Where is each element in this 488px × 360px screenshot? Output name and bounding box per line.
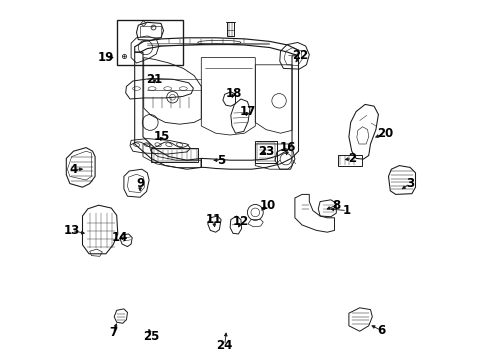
- Text: 24: 24: [216, 339, 232, 352]
- Text: 5: 5: [217, 154, 225, 167]
- Text: 19: 19: [98, 51, 114, 64]
- Text: 4: 4: [69, 163, 78, 176]
- Text: 12: 12: [232, 215, 248, 228]
- Text: 18: 18: [225, 87, 242, 100]
- Text: 8: 8: [331, 199, 340, 212]
- Text: 16: 16: [279, 141, 295, 154]
- Text: 1: 1: [343, 204, 350, 217]
- Text: 15: 15: [153, 130, 169, 143]
- Text: 9: 9: [136, 177, 144, 190]
- Text: 6: 6: [376, 324, 385, 337]
- Text: 22: 22: [291, 49, 308, 62]
- Text: 13: 13: [63, 224, 80, 237]
- Text: 3: 3: [405, 177, 413, 190]
- Text: 7: 7: [109, 327, 117, 339]
- Text: 25: 25: [142, 330, 159, 343]
- Text: 11: 11: [205, 213, 222, 226]
- Text: 21: 21: [146, 73, 163, 86]
- Text: 10: 10: [259, 199, 275, 212]
- Text: 14: 14: [112, 231, 128, 244]
- Text: 23: 23: [258, 145, 274, 158]
- Text: 17: 17: [240, 105, 256, 118]
- Text: 2: 2: [348, 152, 356, 165]
- Text: 20: 20: [376, 127, 392, 140]
